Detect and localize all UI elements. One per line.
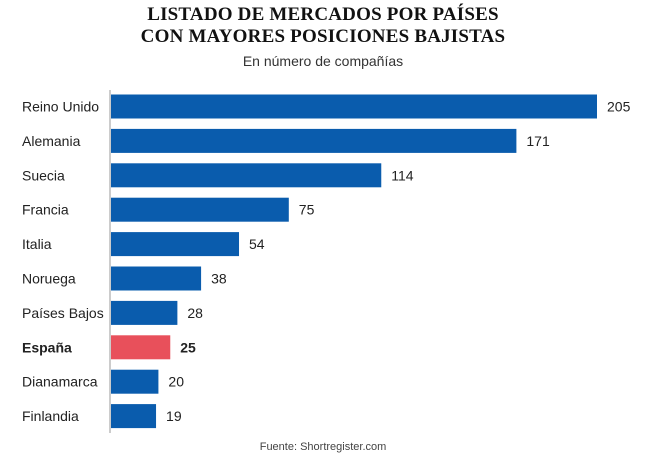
- category-label-finlandia: Finlandia: [22, 408, 79, 424]
- chart-title-line-2: CON MAYORES POSICIONES BAJISTAS: [140, 26, 506, 47]
- bar-noruega: [111, 266, 202, 291]
- chart-title-line-1: LISTADO DE MERCADOS POR PAÍSES: [147, 4, 499, 25]
- bar-reino-unido: [111, 94, 597, 119]
- value-label-finlandia: 19: [166, 408, 182, 424]
- bar-espana: [111, 335, 171, 360]
- bar-italia: [111, 232, 240, 257]
- value-label-francia: 75: [299, 202, 315, 218]
- category-label-espana: España: [22, 339, 72, 355]
- bar-francia: [111, 197, 289, 222]
- bar-suecia: [111, 163, 382, 188]
- category-label-dianamarca: Dianamarca: [22, 374, 98, 390]
- value-label-espana: 25: [180, 339, 196, 355]
- source-note: Fuente: Shortregister.com: [259, 441, 387, 453]
- value-label-italia: 54: [249, 236, 265, 252]
- category-label-francia: Francia: [22, 202, 69, 218]
- category-label-reino-unido: Reino Unido: [22, 99, 99, 115]
- bar-finlandia: [111, 404, 157, 429]
- value-label-dianamarca: 20: [168, 374, 184, 390]
- bar-alemania: [111, 128, 517, 153]
- category-label-suecia: Suecia: [22, 167, 65, 183]
- title-block: LISTADO DE MERCADOS POR PAÍSES CON MAYOR…: [0, 4, 646, 70]
- bar-dianamarca: [111, 369, 159, 394]
- value-label-alemania: 171: [526, 133, 550, 149]
- category-label-italia: Italia: [22, 236, 52, 252]
- category-label-paises-bajos: Países Bajos: [22, 305, 104, 321]
- bar-paises-bajos: [111, 300, 178, 325]
- value-label-noruega: 38: [211, 271, 227, 287]
- value-label-reino-unido: 205: [607, 99, 631, 115]
- chart-subtitle: En número de compañías: [242, 53, 404, 69]
- category-label-alemania: Alemania: [22, 133, 81, 149]
- value-label-suecia: 114: [391, 167, 414, 183]
- category-label-noruega: Noruega: [22, 271, 76, 287]
- value-label-paises-bajos: 28: [187, 305, 203, 321]
